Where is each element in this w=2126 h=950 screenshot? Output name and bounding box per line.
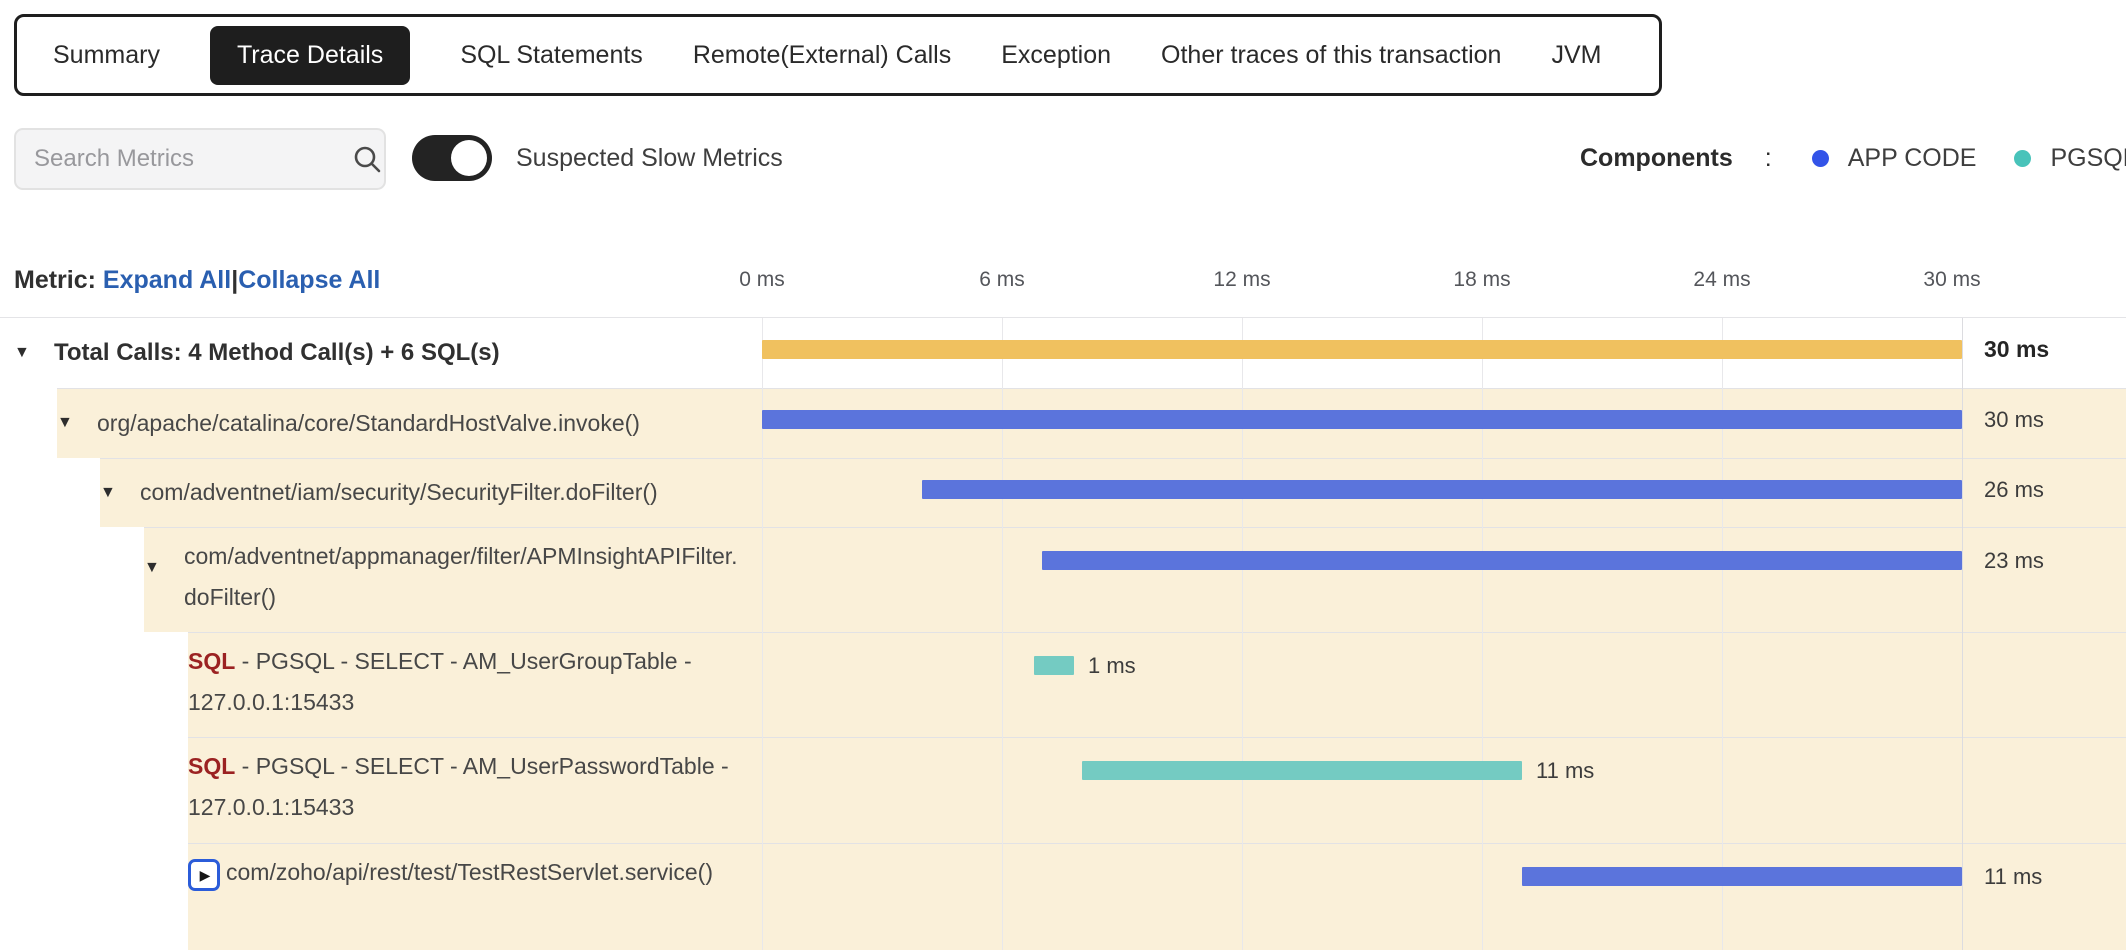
bar-inline-duration: 11 ms bbox=[1536, 758, 1595, 783]
sql-tag: SQL bbox=[188, 753, 236, 779]
trace-tab-bar: Summary Trace Details SQL Statements Remote… bbox=[14, 14, 1662, 96]
gridline-6ms bbox=[1002, 318, 1003, 950]
search-input[interactable] bbox=[16, 145, 352, 173]
row-label: ▼ com/adventnet/iam/security/SecurityFilt… bbox=[100, 458, 740, 527]
duration-bar-sql-usergroup[interactable] bbox=[1034, 656, 1074, 675]
row-label: SQL - PGSQL - SELECT - AM_UserPasswordTa… bbox=[188, 737, 740, 843]
row-label: ▼ Total Calls: 4 Method Call(s) + 6 SQL(s… bbox=[14, 318, 740, 388]
gridline-12ms bbox=[1242, 318, 1243, 950]
metric-label: Metric: bbox=[14, 266, 96, 294]
legend-item-label: PGSQL bbox=[2050, 143, 2126, 172]
duration-bar-standard-host-valve[interactable] bbox=[762, 410, 1962, 429]
row-text: SQL - PGSQL - SELECT - AM_UserGroupTable… bbox=[188, 648, 692, 715]
trace-row-total[interactable]: ▼ Total Calls: 4 Method Call(s) + 6 SQL(s… bbox=[0, 318, 2126, 388]
trace-row-test-rest-servlet[interactable]: ▶ com/zoho/api/rest/test/TestRestServlet.… bbox=[0, 843, 2126, 950]
trace-row-apminsight-filter[interactable]: ▼ com/adventnet/appmanager/filter/APMInsi… bbox=[0, 527, 2126, 632]
collapse-all-link[interactable]: Collapse All bbox=[238, 266, 381, 294]
trace-rows: ▼ Total Calls: 4 Method Call(s) + 6 SQL(s… bbox=[0, 317, 2126, 950]
search-icon[interactable] bbox=[352, 144, 382, 174]
bar-inline-duration: 1 ms bbox=[1088, 653, 1136, 678]
gridline-24ms bbox=[1722, 318, 1723, 950]
controls-row: Suspected Slow Metrics Components : APP … bbox=[0, 122, 2126, 194]
tab-other-traces-of-this-transaction[interactable]: Other traces of this transaction bbox=[1161, 40, 1502, 69]
legend-item-pgsql: PGSQL bbox=[2014, 144, 2126, 173]
tab-sql-statements[interactable]: SQL Statements bbox=[460, 40, 643, 69]
duration-bar-test-rest-servlet[interactable] bbox=[1522, 867, 1962, 886]
row-text: org/apache/catalina/core/StandardHostVal… bbox=[97, 409, 640, 436]
toggle-knob-icon bbox=[451, 140, 487, 176]
trace-row-sql-usergroup[interactable]: SQL - PGSQL - SELECT - AM_UserGroupTable… bbox=[0, 632, 2126, 737]
duration-bar-apminsight-filter[interactable] bbox=[1042, 551, 1962, 570]
collapse-caret-icon[interactable]: ▼ bbox=[144, 559, 160, 576]
row-text: com/adventnet/appmanager/filter/APMInsig… bbox=[184, 543, 738, 610]
row-label: SQL - PGSQL - SELECT - AM_UserGroupTable… bbox=[188, 632, 740, 737]
axis-tick-30ms: 30 ms bbox=[1923, 268, 1981, 291]
trace-row-standard-host-valve[interactable]: ▼ org/apache/catalina/core/StandardHostVa… bbox=[0, 388, 2126, 458]
trace-row-security-filter[interactable]: ▼ com/adventnet/iam/security/SecurityFilt… bbox=[0, 458, 2126, 527]
row-duration-value: 30 ms bbox=[1984, 407, 2044, 432]
collapse-caret-icon[interactable]: ▼ bbox=[100, 483, 116, 501]
tab-remote-external-calls[interactable]: Remote(External) Calls bbox=[692, 40, 952, 69]
link-divider: | bbox=[231, 266, 239, 294]
timeline-axis: 0 ms 6 ms 12 ms 18 ms 24 ms 30 ms bbox=[0, 268, 2126, 302]
legend-dot-icon bbox=[1811, 149, 1829, 167]
axis-tick-18ms: 18 ms bbox=[1453, 268, 1511, 291]
tab-jvm[interactable]: JVM bbox=[1551, 40, 1602, 69]
components-legend: Components : APP CODE PGSQL bbox=[1580, 122, 2126, 194]
expand-play-icon[interactable]: ▶ bbox=[188, 859, 220, 891]
expand-all-link[interactable]: Expand All bbox=[102, 266, 232, 294]
duration-bar-security-filter[interactable] bbox=[922, 480, 1962, 499]
row-duration-value: 30 ms bbox=[1984, 336, 2050, 362]
trace-row-sql-userpassword[interactable]: SQL - PGSQL - SELECT - AM_UserPasswordTa… bbox=[0, 737, 2126, 843]
row-label: ▶ com/zoho/api/rest/test/TestRestServlet.… bbox=[188, 843, 740, 950]
row-text: com/zoho/api/rest/test/TestRestServlet.s… bbox=[226, 859, 713, 885]
row-label: ▼ com/adventnet/appmanager/filter/APMInsi… bbox=[144, 527, 740, 632]
row-label: ▼ org/apache/catalina/core/StandardHostVa… bbox=[57, 388, 740, 458]
row-duration-value: 26 ms bbox=[1984, 477, 2044, 502]
suspected-slow-metrics-label: Suspected Slow Metrics bbox=[516, 143, 783, 172]
gridline-18ms bbox=[1482, 318, 1483, 950]
legend-item-label: APP CODE bbox=[1847, 143, 1977, 172]
legend-dot-icon bbox=[2014, 149, 2032, 167]
row-text: SQL - PGSQL - SELECT - AM_UserPasswordTa… bbox=[188, 753, 729, 820]
row-background bbox=[188, 843, 2126, 950]
tab-summary[interactable]: Summary bbox=[53, 40, 160, 69]
axis-tick-6ms: 6 ms bbox=[979, 268, 1025, 291]
row-text: com/adventnet/iam/security/SecurityFilte… bbox=[140, 479, 658, 505]
legend-separator: : bbox=[1764, 143, 1772, 172]
row-text: Total Calls: 4 Method Call(s) + 6 SQL(s) bbox=[54, 339, 500, 366]
gridline-30ms bbox=[1962, 318, 1963, 950]
row-background bbox=[188, 737, 2126, 843]
legend-item-app-code: APP CODE bbox=[1811, 143, 1977, 173]
axis-tick-0ms: 0 ms bbox=[739, 268, 785, 291]
suspected-slow-metrics-toggle[interactable] bbox=[412, 135, 492, 181]
search-metrics-box bbox=[14, 128, 386, 190]
duration-bar-sql-userpassword[interactable] bbox=[1082, 761, 1522, 780]
row-background bbox=[144, 527, 2126, 632]
tab-trace-details[interactable]: Trace Details bbox=[209, 25, 411, 85]
gridline-0ms bbox=[762, 318, 763, 950]
duration-bar-total[interactable] bbox=[762, 340, 1962, 359]
axis-tick-12ms: 12 ms bbox=[1213, 268, 1271, 291]
tab-exception[interactable]: Exception bbox=[1001, 40, 1112, 69]
collapse-caret-icon[interactable]: ▼ bbox=[57, 414, 73, 431]
legend-title: Components bbox=[1580, 143, 1733, 172]
sql-tag: SQL bbox=[188, 648, 236, 674]
axis-tick-24ms: 24 ms bbox=[1693, 268, 1751, 291]
row-duration-value: 23 ms bbox=[1984, 548, 2044, 573]
collapse-caret-icon[interactable]: ▼ bbox=[14, 344, 30, 361]
row-background bbox=[188, 632, 2126, 737]
metric-header: Metric: Expand All|Collapse All bbox=[14, 266, 380, 295]
row-duration-value: 11 ms bbox=[1984, 864, 2043, 889]
